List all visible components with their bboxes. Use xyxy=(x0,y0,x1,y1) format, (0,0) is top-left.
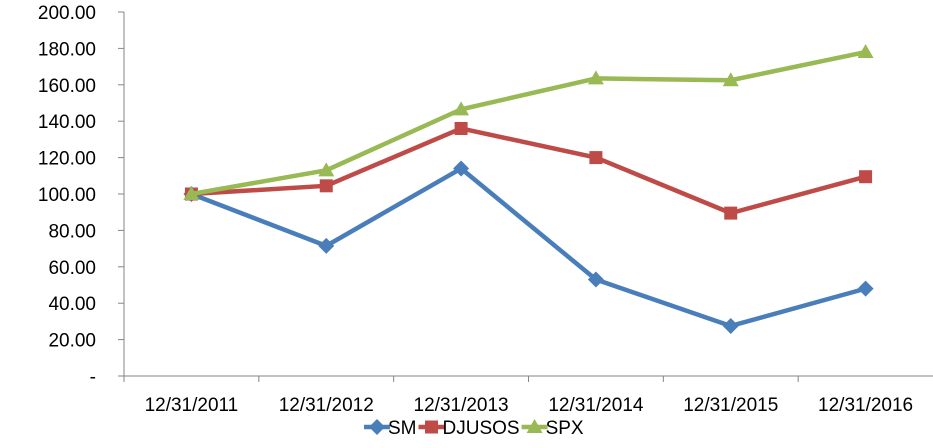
legend-marker-sm xyxy=(369,419,385,435)
legend-label-djusos: DJUSOS xyxy=(443,418,520,439)
y-tick-label: 100.00 xyxy=(38,185,96,206)
y-axis-ticks: 200.00 180.00 160.00 140.00 120.00 100.00 80.0… xyxy=(38,3,124,388)
legend: SM DJUSOS SPX xyxy=(364,418,584,439)
data-point-spx xyxy=(722,72,739,87)
series-line-spx xyxy=(189,49,868,197)
data-point-sm xyxy=(453,160,470,177)
legend-item-djusos: DJUSOS xyxy=(418,418,520,439)
data-point-sm xyxy=(722,317,739,334)
y-tick-label: 40.00 xyxy=(48,294,96,315)
x-tick-label: 12/31/2015 xyxy=(683,395,778,416)
data-point-spx xyxy=(453,101,470,116)
x-tick-label: 12/31/2016 xyxy=(818,395,913,416)
series-djusos xyxy=(184,121,873,220)
y-tick-label: 160.00 xyxy=(38,76,96,97)
series-line-sm xyxy=(189,166,868,329)
y-tick-label: - xyxy=(90,367,96,388)
legend-marker-spx xyxy=(526,419,543,433)
y-tick-label: 140.00 xyxy=(38,112,96,133)
x-tick-label: 12/31/2014 xyxy=(548,395,644,416)
x-axis-ticks: 12/31/2011 12/31/2012 12/31/2013 12/31/2014… xyxy=(123,376,913,416)
legend-item-sm: SM xyxy=(364,418,417,439)
legend-label-spx: SPX xyxy=(546,418,584,439)
data-point-spx xyxy=(587,70,604,85)
y-tick-label: 120.00 xyxy=(38,149,96,170)
x-tick-label: 12/31/2012 xyxy=(279,395,374,416)
series-spx xyxy=(183,44,874,200)
axes xyxy=(123,12,933,377)
data-point-spx xyxy=(857,44,874,59)
series-line-djusos xyxy=(189,126,868,216)
x-tick-label: 12/31/2013 xyxy=(414,395,509,416)
data-point-spx xyxy=(183,186,200,200)
data-point-djusos xyxy=(859,170,873,184)
legend-marker-djusos xyxy=(425,420,438,434)
y-tick-label: 200.00 xyxy=(38,3,96,24)
legend-label-sm: SM xyxy=(388,418,417,439)
series-layer xyxy=(183,44,874,334)
y-tick-label: 60.00 xyxy=(48,258,96,279)
data-point-djusos xyxy=(589,151,603,165)
y-tick-label: 20.00 xyxy=(48,331,96,352)
data-point-sm xyxy=(857,280,874,297)
y-tick-label: 180.00 xyxy=(38,39,96,60)
data-point-djusos xyxy=(454,121,468,135)
y-tick-label: 80.00 xyxy=(48,221,96,242)
x-tick-label: 12/31/2011 xyxy=(145,395,239,416)
data-point-sm xyxy=(587,271,604,288)
data-point-sm xyxy=(318,237,335,254)
data-point-djusos xyxy=(724,206,738,220)
data-point-djusos xyxy=(319,179,333,193)
data-point-spx xyxy=(318,162,335,177)
legend-item-spx: SPX xyxy=(521,418,584,439)
